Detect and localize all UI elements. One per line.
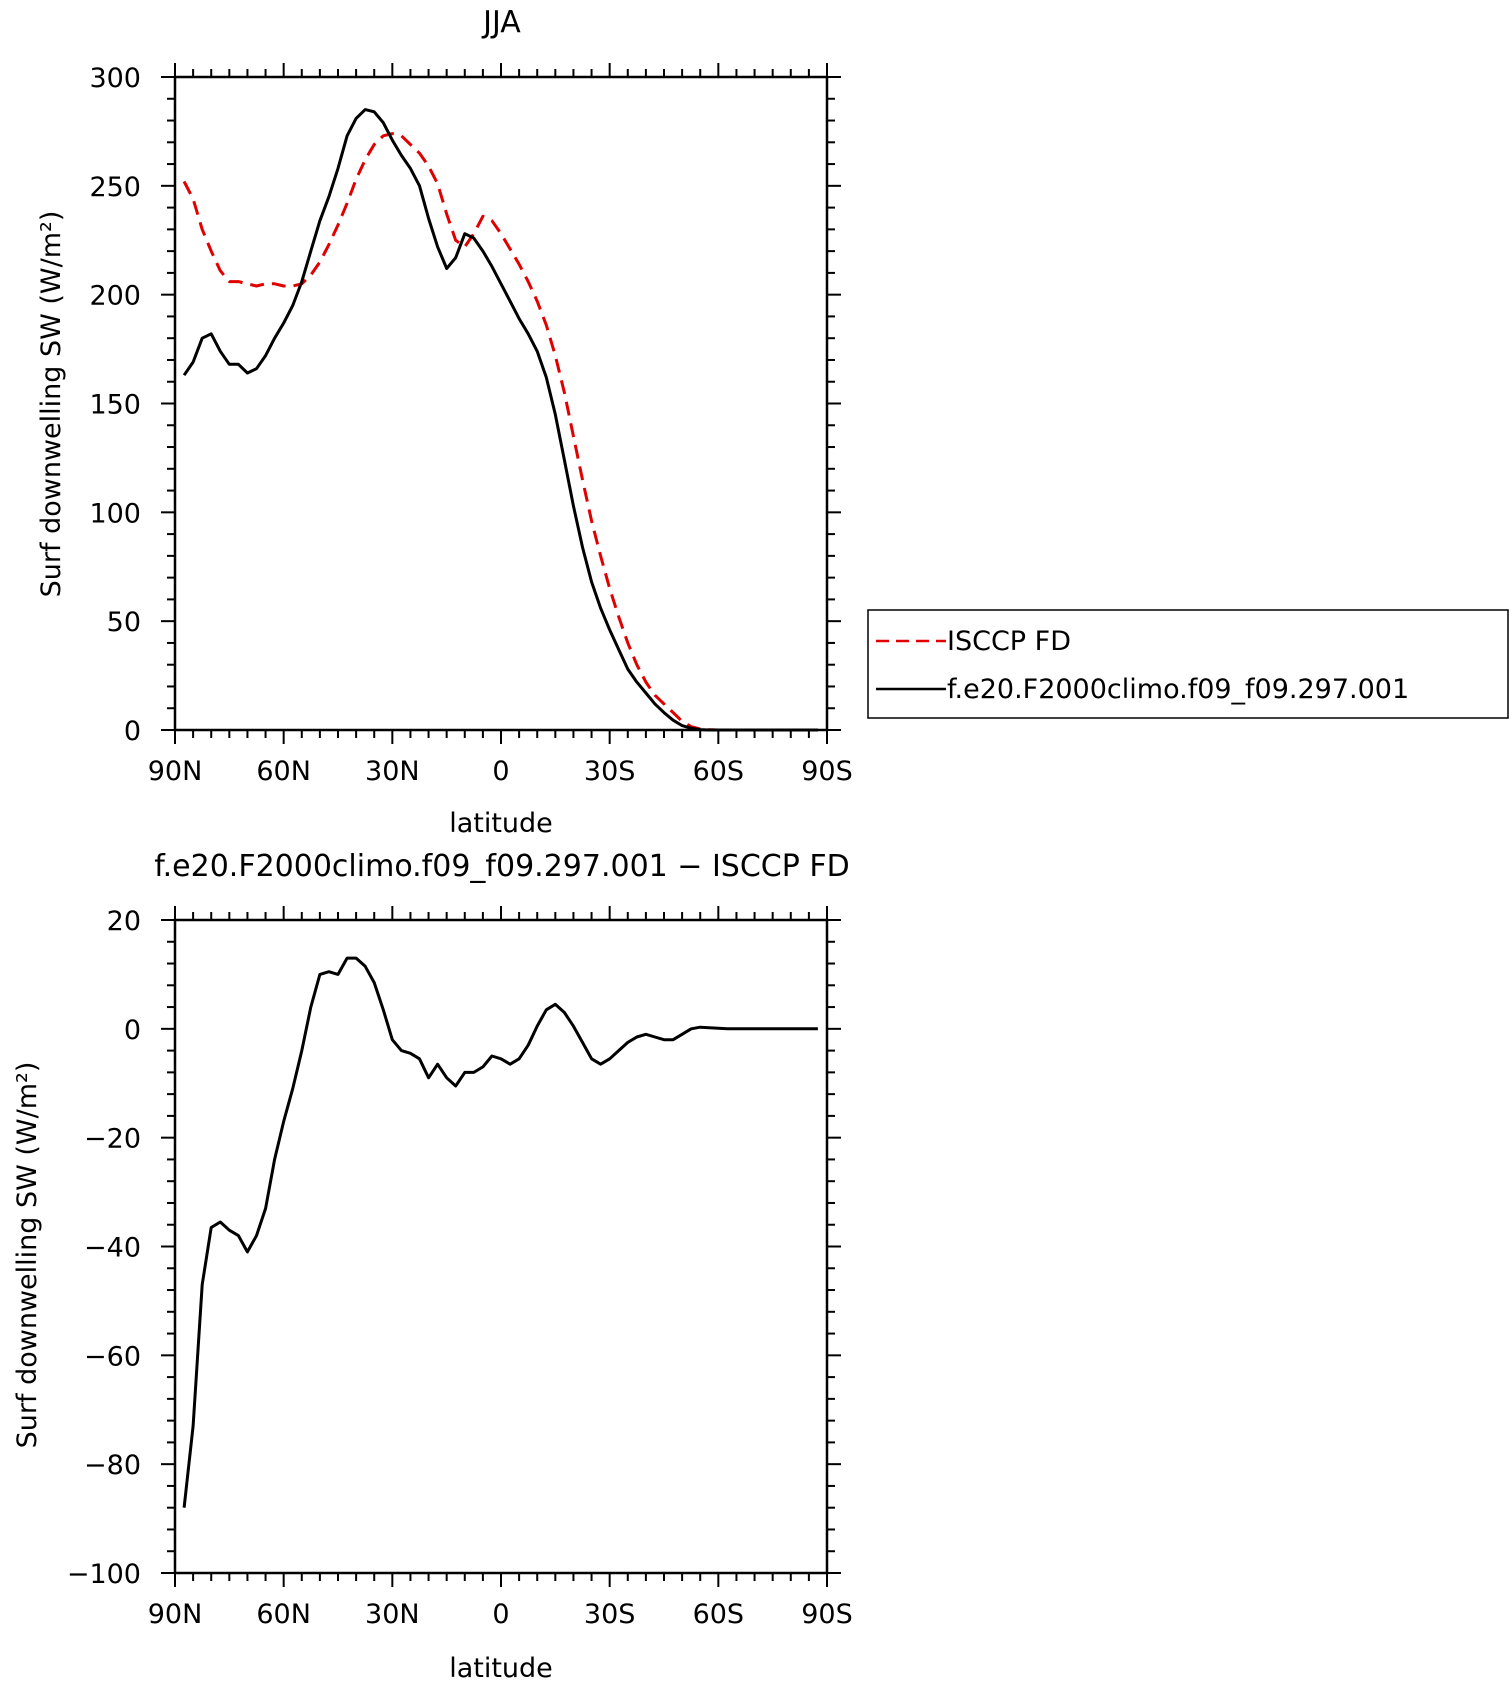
top-plot-frame [173, 75, 829, 732]
top-y-tick-label: 50 [107, 607, 141, 638]
bottom-y-tick-label: −60 [84, 1341, 141, 1372]
top-series-line-0 [182, 132, 818, 732]
top-panel: JJA 90N 60N 30N 0 30S 60S 90S 0 50 100 150 200 250 30… [36, 5, 853, 839]
top-x-tick-label: 90N [148, 756, 203, 787]
bottom-series [182, 956, 818, 1508]
top-y-tick-label: 300 [89, 63, 141, 94]
bottom-x-tick-label: 60N [256, 1599, 311, 1630]
top-x-tick-label: 60S [693, 756, 745, 787]
legend: ISCCP FD f.e20.F2000climo.f09_f09.297.00… [867, 609, 1509, 719]
legend-label-isccp: ISCCP FD [947, 626, 1071, 657]
top-x-tick-label: 90S [801, 756, 853, 787]
bottom-chart-title: f.e20.F2000climo.f09_f09.297.001 − ISCCP… [154, 849, 849, 884]
top-y-tick-label: 0 [124, 716, 141, 747]
top-x-tick-label: 0 [492, 756, 509, 787]
bottom-y-tick-label: −80 [84, 1450, 141, 1481]
legend-label-model: f.e20.F2000climo.f09_f09.297.001 [947, 674, 1409, 705]
top-x-tick-label: 30S [584, 756, 636, 787]
bottom-x-tick-label: 30S [584, 1599, 636, 1630]
bottom-y-tick-label: 20 [107, 906, 141, 937]
top-series-line-1 [182, 108, 818, 732]
bottom-y-axis-label: Surf downwelling SW (W/m²) [12, 1062, 43, 1449]
top-chart-title: JJA [481, 5, 521, 40]
bottom-y-tick-label: −100 [67, 1559, 141, 1590]
bottom-x-axis-label: latitude [449, 1653, 553, 1682]
bottom-x-tick-label: 0 [492, 1599, 509, 1630]
top-y-axis-label: Surf downwelling SW (W/m²) [36, 211, 67, 598]
top-series [182, 108, 818, 732]
top-x-tick-label: 30N [365, 756, 420, 787]
top-y-tick-label: 100 [89, 498, 141, 529]
top-y-tick-label: 200 [89, 281, 141, 312]
bottom-y-tick-label: 0 [124, 1015, 141, 1046]
bottom-y-tick-label: −20 [84, 1124, 141, 1155]
top-x-tick-label: 60N [256, 756, 311, 787]
bottom-y-tick-label: −40 [84, 1233, 141, 1264]
top-ticks: 90N 60N 30N 0 30S 60S 90S 0 50 100 150 200 250 300 [89, 63, 853, 787]
bottom-x-tick-label: 30N [365, 1599, 420, 1630]
bottom-x-tick-label: 60S [693, 1599, 745, 1630]
bottom-plot-frame [173, 918, 829, 1575]
top-x-axis-label: latitude [449, 808, 553, 839]
bottom-x-tick-label: 90N [148, 1599, 203, 1630]
bottom-series-line-0 [182, 956, 818, 1508]
bottom-panel: f.e20.F2000climo.f09_f09.297.001 − ISCCP… [12, 849, 853, 1684]
top-y-tick-label: 250 [89, 172, 141, 203]
top-y-tick-label: 150 [89, 390, 141, 421]
legend-box [867, 609, 1509, 719]
bottom-ticks: 90N 60N 30N 0 30S 60S 90S −100 −80 −60 −40 −20 0 20 [67, 906, 853, 1630]
bottom-x-tick-label: 90S [801, 1599, 853, 1630]
